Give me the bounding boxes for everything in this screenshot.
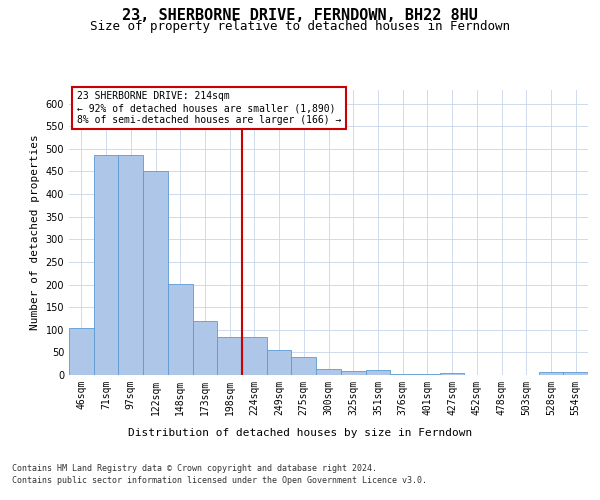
- Bar: [440, 373, 464, 375]
- Bar: [193, 321, 217, 375]
- Text: Contains HM Land Registry data © Crown copyright and database right 2024.: Contains HM Land Registry data © Crown c…: [12, 464, 377, 473]
- Bar: [390, 374, 415, 375]
- Bar: [267, 350, 292, 375]
- Text: 23, SHERBORNE DRIVE, FERNDOWN, BH22 8HU: 23, SHERBORNE DRIVE, FERNDOWN, BH22 8HU: [122, 8, 478, 22]
- Bar: [292, 357, 316, 375]
- Text: Contains public sector information licensed under the Open Government Licence v3: Contains public sector information licen…: [12, 476, 427, 485]
- Bar: [69, 328, 94, 375]
- Bar: [168, 284, 193, 375]
- Bar: [242, 338, 267, 375]
- Bar: [563, 372, 588, 375]
- Text: Size of property relative to detached houses in Ferndown: Size of property relative to detached ho…: [90, 20, 510, 33]
- Bar: [217, 338, 242, 375]
- Bar: [316, 368, 341, 375]
- Bar: [415, 374, 440, 375]
- Bar: [539, 372, 563, 375]
- Bar: [94, 154, 118, 375]
- Text: 23 SHERBORNE DRIVE: 214sqm
← 92% of detached houses are smaller (1,890)
8% of se: 23 SHERBORNE DRIVE: 214sqm ← 92% of deta…: [77, 92, 341, 124]
- Bar: [341, 371, 365, 375]
- Bar: [143, 170, 168, 375]
- Bar: [365, 370, 390, 375]
- Text: Distribution of detached houses by size in Ferndown: Distribution of detached houses by size …: [128, 428, 472, 438]
- Bar: [118, 154, 143, 375]
- Y-axis label: Number of detached properties: Number of detached properties: [30, 134, 40, 330]
